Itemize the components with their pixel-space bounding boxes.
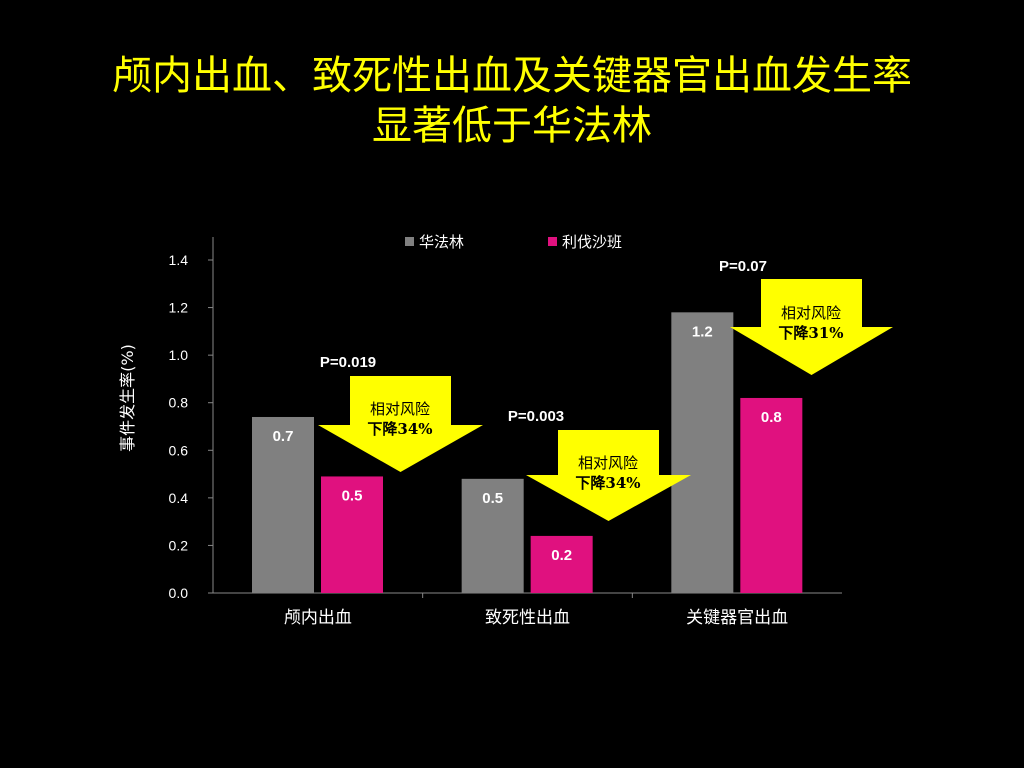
bar-0-2 xyxy=(671,312,734,593)
y-tick-label-2: 0.4 xyxy=(169,490,189,506)
legend-swatch-0 xyxy=(405,237,414,246)
bar-label-0-1: 0.5 xyxy=(482,490,503,507)
risk-note-1-line1: 相对风险 xyxy=(577,454,638,472)
y-tick-label-6: 1.2 xyxy=(169,300,189,316)
p-value-0: P=0.019 xyxy=(320,354,376,371)
down-arrow-0 xyxy=(318,376,483,472)
bar-label-1-0: 0.5 xyxy=(342,487,363,504)
bar-1-2 xyxy=(740,397,803,593)
risk-note-0: 相对风险 下降34% xyxy=(345,399,455,439)
legend-swatch-1 xyxy=(548,237,557,246)
risk-note-2-line1: 相对风险 xyxy=(780,304,841,322)
risk-note-1: 相对风险 下降34% xyxy=(553,453,663,493)
x-tick-label-0: 颅内出血 xyxy=(284,608,352,628)
bar-label-1-2: 0.8 xyxy=(761,409,782,426)
y-tick-label-0: 0.0 xyxy=(169,585,189,601)
p-value-2: P=0.07 xyxy=(719,258,767,275)
risk-note-2: 相对风险 下降31% xyxy=(756,303,866,343)
y-tick-label-7: 1.4 xyxy=(169,252,189,268)
slide-title-line2: 显著低于华法林 xyxy=(372,103,652,149)
x-tick-label-1: 致死性出血 xyxy=(485,608,570,628)
risk-note-2-line2: 下降31% xyxy=(778,324,844,342)
x-tick-label-2: 关键器官出血 xyxy=(686,608,788,628)
slide-title-line1: 颅内出血、致死性出血及关键器官出血发生率 xyxy=(112,53,912,99)
bar-1-0 xyxy=(321,476,383,593)
risk-note-0-line2: 下降34% xyxy=(367,420,433,438)
bar-0-1 xyxy=(461,478,524,593)
y-tick-label-3: 0.6 xyxy=(169,442,189,458)
bar-label-1-1: 0.2 xyxy=(551,547,572,564)
bar-1-1 xyxy=(530,535,593,593)
bar-0-0 xyxy=(252,416,314,593)
down-arrow-1 xyxy=(526,430,691,521)
bar-label-0-0: 0.7 xyxy=(273,428,294,445)
risk-note-1-line2: 下降34% xyxy=(575,474,641,492)
y-tick-label-5: 1.0 xyxy=(169,347,189,363)
down-arrow-2 xyxy=(730,279,893,375)
y-axis-title: 事件发生率(%) xyxy=(118,344,137,452)
bar-label-0-2: 1.2 xyxy=(692,323,713,340)
y-tick-label-1: 0.2 xyxy=(169,537,189,553)
p-value-1: P=0.003 xyxy=(508,408,564,425)
y-tick-label-4: 0.8 xyxy=(169,395,189,411)
risk-note-0-line1: 相对风险 xyxy=(369,400,430,418)
legend-label-0: 华法林 xyxy=(419,233,464,251)
legend-label-1: 利伐沙班 xyxy=(562,233,622,251)
